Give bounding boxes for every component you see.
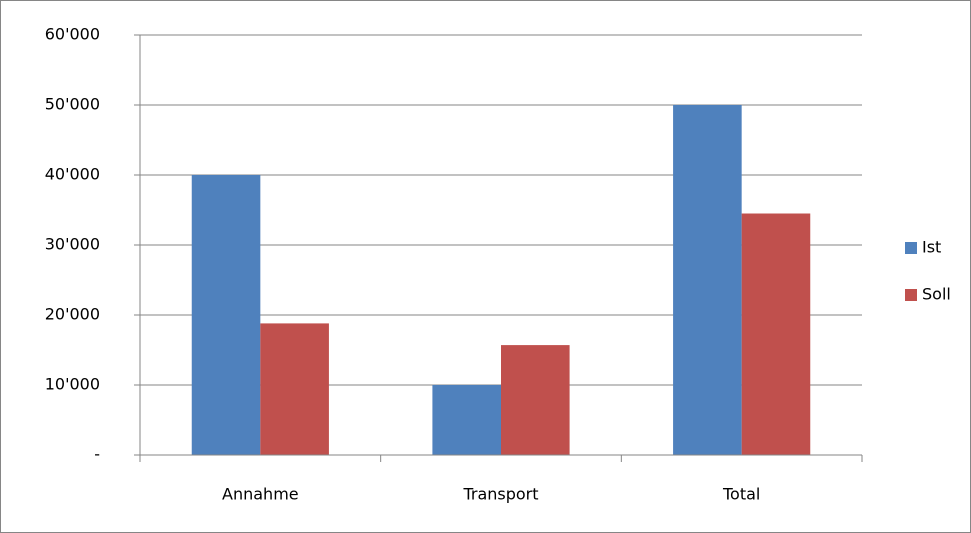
legend-swatch (905, 289, 917, 301)
y-tick-label: 40'000 (45, 165, 100, 184)
bar (191, 175, 261, 455)
bar (673, 105, 742, 455)
bar (432, 385, 501, 455)
legend-swatch (905, 242, 917, 254)
legend-label: Ist (922, 238, 941, 257)
y-tick-label: 20'000 (45, 305, 100, 324)
y-tick-label: 50'000 (45, 95, 100, 114)
bar (260, 323, 329, 455)
x-tick-label: Total (722, 485, 760, 504)
bar (741, 213, 811, 455)
y-tick-label: 10'000 (45, 375, 100, 394)
bar (501, 345, 570, 455)
x-tick-label: Transport (462, 485, 538, 504)
x-tick-label: Annahme (222, 485, 299, 504)
legend-label: Soll (922, 285, 951, 304)
y-tick-label: 60'000 (45, 25, 100, 44)
y-tick-label: 30'000 (45, 235, 100, 254)
y-tick-label: - (94, 445, 100, 464)
